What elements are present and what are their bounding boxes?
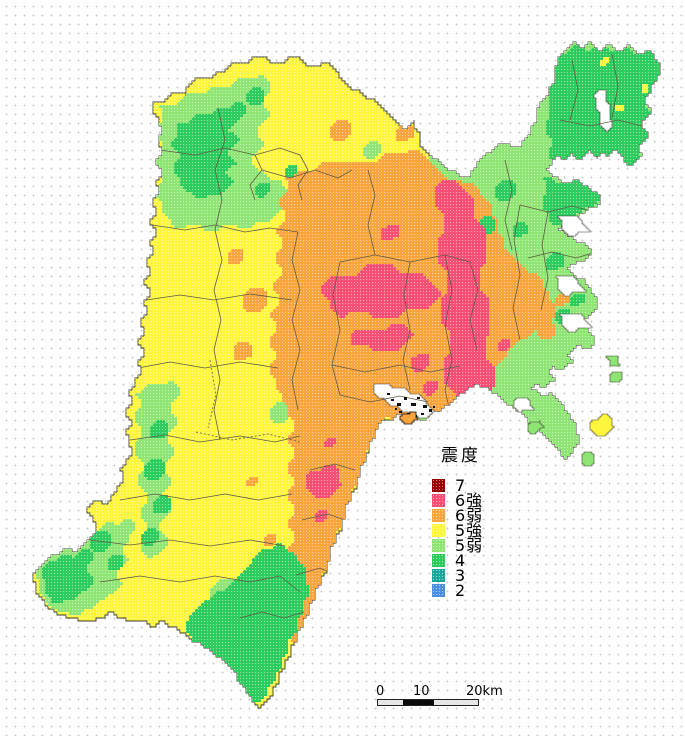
legend-row: 6弱 xyxy=(432,506,484,525)
legend-swatch-6weak xyxy=(432,509,445,522)
legend-label: 7 xyxy=(455,476,467,495)
legend-swatch-4 xyxy=(432,554,445,567)
scale-label-20km: 20km xyxy=(466,684,503,699)
legend-row: 7 xyxy=(432,476,483,495)
legend-label: 6弱 xyxy=(455,506,484,525)
dither-texture xyxy=(33,42,660,708)
legend-label: 5強 xyxy=(455,521,484,540)
legend-row: 6強 xyxy=(432,491,484,510)
legend-label: 6強 xyxy=(455,491,484,510)
municipal-boundaries xyxy=(89,53,643,619)
legend-row: 3 xyxy=(432,566,483,585)
legend-row: 4 xyxy=(432,551,483,570)
offshore-islands xyxy=(527,355,623,467)
legend-label: 5弱 xyxy=(455,536,484,555)
scale-bar-segment xyxy=(403,700,434,705)
legend-label: 4 xyxy=(455,551,467,570)
legend-swatch-5strong xyxy=(432,524,445,537)
legend-label: 2 xyxy=(455,581,467,600)
scale-bar: 0 10 20km xyxy=(371,684,503,710)
legend: 震度 7 6強 6弱 5強 5弱 4 3 2 xyxy=(432,441,484,600)
bay-inlets xyxy=(373,89,613,419)
scale-label-10: 10 xyxy=(413,684,430,699)
legend-swatch-6strong xyxy=(432,494,445,507)
matsushima-island-specks xyxy=(387,393,435,425)
legend-row: 5強 xyxy=(432,521,484,540)
scale-label-0: 0 xyxy=(376,684,385,699)
legend-swatch-5weak xyxy=(432,539,445,552)
legend-swatch-2 xyxy=(432,584,445,597)
scale-bar-rule xyxy=(377,699,479,706)
legend-title: 震度 xyxy=(441,446,481,466)
legend-label: 3 xyxy=(455,566,467,585)
legend-row: 2 xyxy=(432,581,483,600)
legend-swatch-7 xyxy=(432,479,445,492)
legend-row: 5弱 xyxy=(432,536,484,555)
legend-swatch-3 xyxy=(432,569,445,582)
